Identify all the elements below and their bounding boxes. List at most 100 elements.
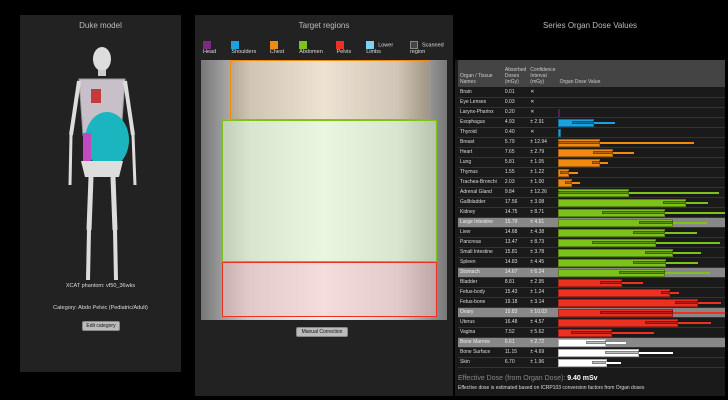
dose-value: 16.48 [502, 317, 529, 328]
dose-value: 17.56 [502, 197, 529, 208]
legend-label: Abdomen [299, 49, 323, 55]
error-bar [557, 192, 719, 194]
ci-value: ± 3.14 [528, 297, 558, 308]
table-row[interactable]: Small Intestine 15.81 ± 3.78 [458, 247, 725, 258]
dose-value: 4.93 [502, 117, 529, 128]
dose-value: 0.40 [502, 127, 529, 138]
ci-marker [592, 361, 607, 364]
legend-label: Chest [269, 49, 285, 55]
ci-value: ± 8.73 [528, 237, 558, 248]
table-row[interactable]: Eye Lenses 0.03 ✕ [458, 97, 725, 108]
table-row[interactable]: Stomach 14.67 ± 6.24 [458, 267, 725, 278]
dose-bar-cell [557, 187, 725, 198]
dose-value: 0.01 [502, 87, 529, 98]
ci-marker [599, 311, 674, 314]
table-row[interactable]: Adrenal Gland 9.84 ± 12.26 [458, 187, 725, 198]
table-row[interactable]: Uterus 16.48 ± 4.57 [458, 317, 725, 328]
panel-title: Series Organ Dose Values [455, 15, 725, 60]
panel-title: Duke model [79, 21, 122, 30]
table-row[interactable]: Bone Marrow 6.61 ± 2.72 [458, 337, 725, 348]
table-row[interactable]: Ovary 15.83 ± 10.03 [458, 307, 726, 318]
table-row[interactable]: Fetus-body 15.43 ± 1.24 [458, 287, 725, 298]
manual-correction-button[interactable]: Manual Correction [296, 327, 348, 337]
chest-region[interactable] [230, 60, 430, 120]
legend-label: Pelvis [336, 49, 352, 55]
table-row[interactable]: Vagina 7.52 ± 5.62 [458, 327, 725, 338]
effective-dose-value: 9.40 mSv [567, 375, 598, 382]
header-ci: Confidence Interval (mGy) [528, 60, 558, 87]
dose-bar-cell [557, 257, 725, 268]
dose-bar-cell [557, 277, 725, 288]
table-row[interactable]: Bone Surface 11.15 ± 4.69 [458, 347, 725, 358]
edit-category-button[interactable]: Edit category [82, 321, 120, 331]
ci-value: ± 6.24 [528, 267, 558, 278]
dose-value: 14.75 [502, 207, 529, 218]
error-bar [565, 182, 580, 184]
dose-bar-cell [557, 87, 725, 98]
dose-value: 9.84 [502, 187, 529, 198]
ci-marker [565, 181, 573, 184]
pelvis-region[interactable] [222, 262, 437, 317]
legend-label: Head [203, 49, 217, 55]
organ-name: Fetus-bone [458, 297, 503, 308]
organ-name: Ovary [458, 307, 503, 318]
dose-value: 15.43 [502, 287, 529, 298]
error-bar [661, 292, 680, 294]
ci-marker [601, 211, 666, 214]
organ-name: Adrenal Gland [458, 187, 503, 198]
table-row[interactable]: Fetus-bone 19.18 ± 3.14 [458, 297, 725, 308]
dose-bar-cell [557, 147, 725, 158]
table-row[interactable]: Liver 14.68 ± 4.38 [458, 227, 725, 238]
table-row[interactable]: Gallbladder 17.56 ± 3.08 [458, 197, 725, 208]
organ-name: Vagina [458, 327, 503, 338]
phantom-model-image[interactable] [65, 45, 140, 290]
dose-bar-cell [557, 237, 725, 248]
dose-bar-cell [557, 197, 725, 208]
dose-value: 8.81 [502, 277, 529, 288]
dose-value: 7.65 [502, 147, 529, 158]
dose-value: 6.70 [502, 357, 529, 368]
table-row[interactable]: Thymus 1.55 ± 1.22 [458, 167, 725, 178]
error-bar [645, 252, 701, 254]
table-row[interactable]: Brain 0.01 ✕ [458, 87, 725, 98]
table-row[interactable]: Thyroid 0.40 ✕ [458, 127, 725, 138]
dose-bar [557, 128, 561, 137]
table-row[interactable]: Large Intestine 15.79 ± 4.61 [458, 217, 725, 228]
ci-value: ± 4.61 [528, 217, 558, 228]
error-bar [592, 362, 621, 364]
dose-bar-cell [557, 357, 725, 368]
dose-bar [557, 108, 560, 117]
table-row[interactable]: Spleen 14.83 ± 4.45 [458, 257, 725, 268]
dose-value: 0.20 [502, 107, 529, 118]
error-bar [592, 162, 608, 164]
ci-value: ✕ [528, 97, 558, 108]
organ-name: Fetus-body [458, 287, 503, 298]
dose-bar-cell [557, 307, 726, 318]
dose-bar-cell [557, 97, 725, 108]
ci-marker [604, 351, 639, 354]
effective-dose: Effective Dose (from Organ Dose): 9.40 m… [458, 375, 598, 382]
legend-item: Lower Limbs [366, 41, 403, 55]
table-row[interactable]: Skin 6.70 ± 1.96 [458, 357, 725, 368]
dose-value: 1.55 [502, 167, 529, 178]
ci-marker [645, 251, 673, 254]
region-legend: Head Shoulders Chest Abdomen Pelvis Lower Lim… [203, 41, 453, 55]
legend-swatch [231, 41, 240, 49]
organ-name: Bone Surface [458, 347, 503, 358]
table-row[interactable]: Trachea-Bronchi 2.03 ± 1.00 [458, 177, 725, 188]
legend-label: Lower Limbs [366, 42, 394, 55]
error-bar [600, 282, 644, 284]
table-row[interactable]: Lung 5.81 ± 1.05 [458, 157, 725, 168]
category-label: Category: Abdo Pelvic (Pediatric/Adult) [53, 305, 148, 311]
ci-value: ± 12.26 [528, 187, 558, 198]
table-row[interactable]: Bladder 8.81 ± 2.95 [458, 277, 725, 288]
table-row[interactable]: Kidney 14.75 ± 8.71 [458, 207, 726, 218]
table-row[interactable]: Esophagus 4.93 ± 2.91 [458, 117, 725, 128]
abdomen-region[interactable] [222, 120, 437, 262]
table-row[interactable]: Heart 7.65 ± 2.79 [458, 147, 725, 158]
organ-name: Kidney [458, 207, 503, 218]
table-row[interactable]: Larynx-Pharinx 0.20 ✕ [458, 107, 725, 118]
header-bar: Organ Dose Value [557, 60, 725, 87]
table-row[interactable]: Pancreas 13.47 ± 8.73 [458, 237, 725, 248]
table-row[interactable]: Breast 5.79 ± 12.94 [458, 137, 725, 148]
